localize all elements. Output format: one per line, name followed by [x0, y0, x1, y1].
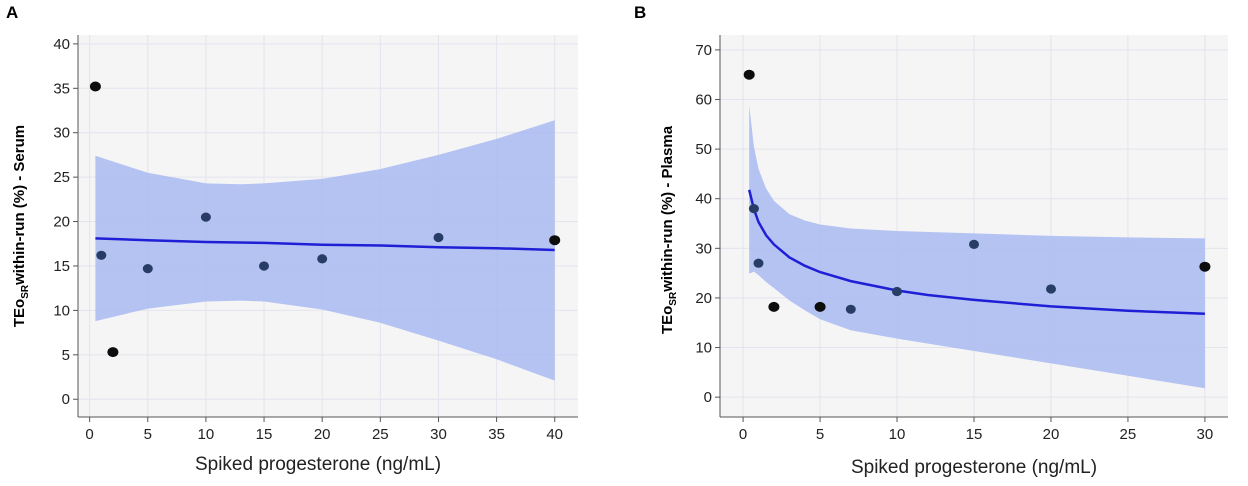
x-tick-label: 20 [314, 426, 331, 443]
y-axis-title-prefix-b: TEo [659, 306, 676, 334]
x-tick-labels-a: 0 5 10 15 20 25 30 35 40 [85, 417, 563, 443]
data-point-a-9 [549, 235, 561, 246]
data-point-a-3 [107, 347, 119, 358]
y-tick-label: 35 [53, 80, 70, 97]
data-point-b-10 [1199, 261, 1211, 272]
data-point-b-1 [743, 69, 755, 80]
data-point-a-7 [317, 254, 328, 264]
data-point-a-5 [200, 212, 211, 222]
y-tick-label: 20 [53, 214, 70, 231]
y-tick-label: 60 [695, 92, 712, 109]
regression-line-b [747, 189, 1205, 316]
x-tick-label: 20 [1043, 426, 1060, 443]
x-tick-label: 0 [85, 426, 93, 443]
y-tick-labels-b: 0 10 20 30 40 50 60 70 [695, 42, 720, 406]
y-tick-label: 40 [53, 36, 70, 53]
y-tick-label: 20 [695, 290, 712, 307]
x-tick-label: 5 [816, 426, 824, 443]
data-point-b-2 [748, 204, 759, 214]
x-tick-label: 30 [1197, 426, 1214, 443]
y-axis-title-sub-b: SR [668, 291, 679, 306]
data-point-a-8 [433, 232, 444, 243]
x-tick-label: 35 [488, 426, 505, 443]
y-tick-label: 0 [62, 391, 70, 408]
x-tick-label: 25 [1120, 426, 1137, 443]
data-point-b-8 [969, 239, 979, 249]
confidence-band-a [95, 120, 555, 381]
x-tick-label: 15 [256, 426, 273, 443]
y-axis-title-b: TEoSRwithin-run (%) - Plasma [659, 125, 679, 334]
y-tick-label: 15 [53, 258, 70, 275]
x-tick-label: 30 [430, 426, 447, 443]
panel-letter-b: B [634, 3, 646, 22]
data-point-a-4 [142, 264, 153, 274]
regression-line-a [95, 237, 555, 252]
axes-a [77, 35, 578, 418]
panel-letter-a: A [6, 3, 18, 22]
x-tick-label: 0 [739, 426, 747, 443]
y-tick-label: 25 [53, 169, 70, 186]
y-axis-title-prefix-a: TEo [11, 299, 28, 327]
x-tick-label: 25 [372, 426, 389, 443]
y-tick-label: 50 [695, 141, 712, 158]
data-point-b-3 [753, 258, 764, 268]
y-axis-title-a: TEoSRwithin-run (%) - Serum [11, 125, 31, 327]
data-point-b-7 [892, 286, 902, 297]
y-tick-label: 40 [695, 191, 712, 208]
data-point-b-9 [1046, 284, 1056, 294]
y-axis-title-suffix-b: within-run (%) - Plasma [659, 125, 676, 293]
y-tick-label: 10 [695, 340, 712, 357]
data-point-b-5 [814, 301, 826, 312]
data-point-b-6 [845, 304, 856, 314]
x-tick-label: 10 [889, 426, 906, 443]
y-tick-label: 30 [53, 125, 70, 142]
data-points-b [743, 69, 1211, 314]
y-axis-title-sub-a: SR [20, 284, 31, 299]
x-tick-labels-b: 0 5 10 15 20 25 30 [739, 417, 1213, 443]
data-point-a-1 [89, 81, 101, 92]
data-point-a-2 [96, 250, 107, 260]
y-tick-label: 70 [695, 42, 712, 59]
data-points-a [89, 81, 561, 358]
y-tick-label: 5 [62, 347, 70, 364]
data-point-a-6 [259, 261, 269, 271]
panel-a: A 0 5 10 15 20 25 30 35 40 0 5 10 15 20 25 30 35 40 Spik… [6, 3, 578, 475]
y-tick-label: 30 [695, 240, 712, 257]
y-tick-labels-a: 0 5 10 15 20 25 30 35 40 [53, 36, 78, 408]
x-tick-label: 40 [546, 426, 563, 443]
data-point-b-4 [768, 301, 780, 312]
panel-b: B 0 5 10 15 20 25 30 0 10 20 30 40 50 60 70 Spiked pr… [634, 3, 1228, 478]
x-axis-title-b: Spiked progesterone (ng/mL) [851, 457, 1097, 478]
x-axis-title-a: Spiked progesterone (ng/mL) [195, 454, 441, 475]
y-axis-title-suffix-a: within-run (%) - Serum [11, 125, 28, 286]
x-tick-label: 10 [198, 426, 215, 443]
y-tick-label: 0 [704, 389, 712, 406]
x-tick-label: 15 [966, 426, 983, 443]
x-tick-label: 5 [144, 426, 152, 443]
y-tick-label: 10 [53, 302, 70, 319]
